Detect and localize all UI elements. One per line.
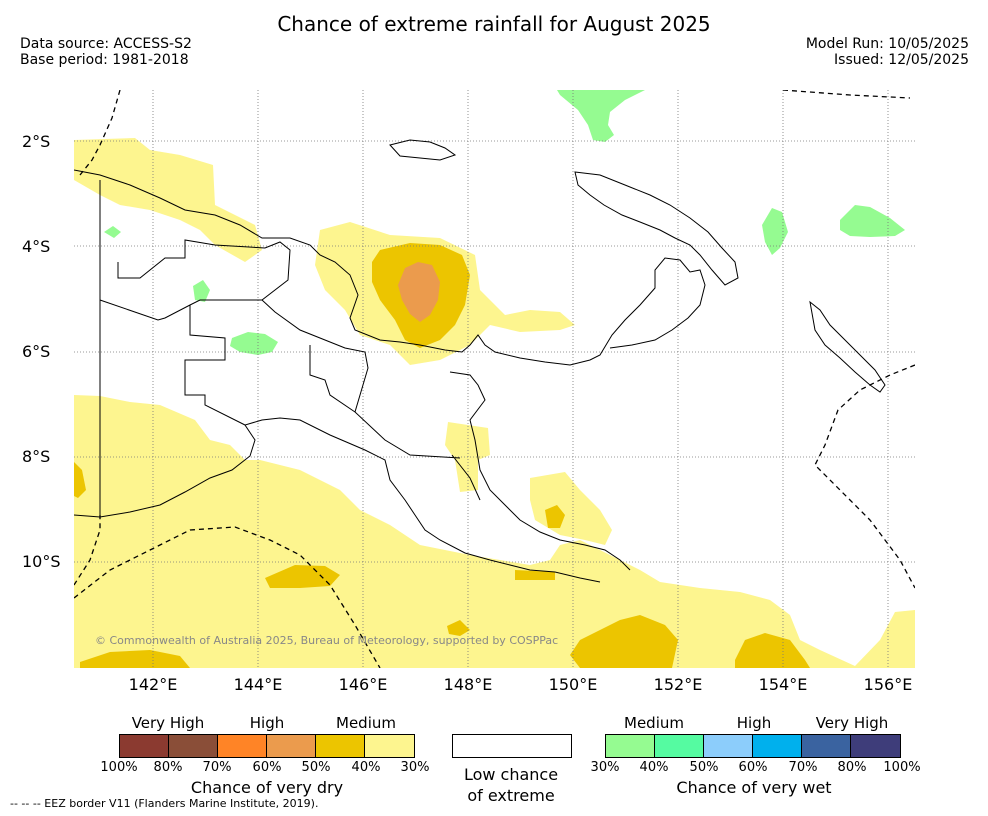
lon-label-152e: 152°E	[653, 675, 703, 694]
dry-tick-70: 70%	[202, 760, 232, 775]
eez-borders	[74, 90, 915, 668]
low-chance-caption: Low chance of extreme	[464, 764, 558, 806]
dry-swatch-6	[365, 735, 414, 757]
wet-swatch-2	[655, 735, 704, 757]
dry-region-northwest	[74, 138, 262, 262]
coastline-main-north	[74, 169, 706, 366]
dry-swatch-5	[316, 735, 365, 757]
lat-label-8s: 8°S	[22, 447, 51, 466]
wet-swatch-3	[704, 735, 753, 757]
dry-tick-100: 100%	[100, 760, 138, 775]
lat-label-6s: 6°S	[22, 342, 51, 361]
coastline-new-britain	[574, 171, 739, 286]
rainfall-map	[74, 90, 915, 668]
dry-medium-small-island	[545, 505, 565, 528]
wet-header-high: High	[736, 714, 772, 732]
wet-swatch-4	[753, 735, 802, 757]
meta-right: Model Run: 10/05/2025 Issued: 12/05/2025	[806, 36, 969, 68]
dry-medium-south-tiny	[447, 620, 470, 636]
eez-border-west-south	[74, 526, 381, 668]
eez-border-west-north	[79, 90, 121, 176]
wet-swatch-1	[606, 735, 655, 757]
wet-tick-80: 80%	[837, 760, 867, 775]
wet-tick-50: 50%	[689, 760, 719, 775]
low-chance-line2: of extreme	[467, 786, 555, 805]
lon-label-148e: 148°E	[443, 675, 493, 694]
dry-header-very-high: Very High	[131, 714, 205, 732]
dry-high-regions	[398, 262, 440, 322]
copyright-notice: © Commonwealth of Australia 2025, Bureau…	[95, 634, 559, 647]
base-period: Base period: 1981-2018	[20, 52, 189, 68]
low-chance-line1: Low chance	[463, 765, 559, 784]
dry-tick-80: 80%	[153, 760, 183, 775]
dry-medium-south-middle	[570, 615, 678, 668]
dry-region-south	[74, 395, 915, 668]
dry-medium-south-east	[735, 633, 810, 668]
dry-medium-central-south-strip	[515, 570, 555, 580]
lat-label-4s: 4°S	[22, 237, 51, 256]
coastline-bougainville	[809, 300, 886, 393]
map-title: Chance of extreme rainfall for August 20…	[277, 12, 711, 36]
model-run: Model Run: 10/05/2025	[805, 36, 969, 52]
lat-label-10s: 10°S	[22, 552, 61, 571]
dry-colorbar	[119, 734, 415, 758]
dry-tick-40: 40%	[351, 760, 381, 775]
wet-swatch-6	[851, 735, 900, 757]
eez-border-east-side	[814, 364, 915, 589]
wet-tick-60: 60%	[738, 760, 768, 775]
lon-label-142e: 142°E	[128, 675, 178, 694]
province-borders	[99, 180, 481, 515]
dry-medium-south-west	[80, 650, 190, 668]
dry-high-core	[398, 262, 440, 322]
wet-header-medium: Medium	[624, 714, 684, 732]
wet-caption: Chance of very wet	[676, 778, 832, 797]
issued-date: Issued: 12/05/2025	[834, 52, 969, 68]
dry-header-medium: Medium	[336, 714, 396, 732]
wet-region-east-2	[840, 205, 905, 237]
wet-region-east-1	[762, 208, 788, 255]
lon-label-146e: 146°E	[338, 675, 388, 694]
lon-label-156e: 156°E	[863, 675, 913, 694]
dry-swatch-3	[218, 735, 267, 757]
dry-tick-30: 30%	[400, 760, 430, 775]
lon-label-144e: 144°E	[233, 675, 283, 694]
lon-label-154e: 154°E	[758, 675, 808, 694]
dry-swatch-4	[267, 735, 316, 757]
wet-tick-70: 70%	[788, 760, 818, 775]
data-source: Data source: ACCESS-S2	[20, 36, 192, 52]
low-chance-swatch	[452, 734, 572, 758]
lon-label-150e: 150°E	[548, 675, 598, 694]
eez-border-west-side	[74, 515, 101, 586]
dry-header-high: High	[249, 714, 285, 732]
wet-swatch-5	[802, 735, 851, 757]
wet-region-west-2	[193, 280, 210, 302]
graticule	[74, 90, 915, 668]
map-area	[74, 90, 915, 668]
wet-tick-100: 100%	[883, 760, 921, 775]
wet-colorbar	[605, 734, 901, 758]
dry-medium-south-central	[265, 565, 340, 588]
lat-label-2s: 2°S	[22, 132, 51, 151]
wet-header-very-high: Very High	[815, 714, 889, 732]
dry-swatch-2	[169, 735, 218, 757]
eez-border-east-top	[782, 90, 911, 99]
wet-medium-regions	[104, 90, 905, 355]
coastline-peninsula	[449, 371, 631, 571]
wet-region-west-3	[230, 332, 278, 355]
meta-left: Data source: ACCESS-S2 Base period: 1981…	[20, 36, 192, 68]
dry-tick-60: 60%	[252, 760, 282, 775]
dry-medium-west-edge	[74, 462, 86, 498]
coastlines	[74, 139, 886, 583]
dry-tick-50: 50%	[301, 760, 331, 775]
wet-tick-30: 30%	[590, 760, 620, 775]
coastline-new-ireland	[389, 139, 457, 161]
wet-tick-40: 40%	[639, 760, 669, 775]
eez-note: -- -- -- EEZ border V11 (Flanders Marine…	[10, 797, 319, 810]
coastline-main-south	[74, 417, 601, 583]
wet-region-north	[557, 90, 645, 142]
wet-region-west-small	[104, 226, 121, 238]
dry-caption: Chance of very dry	[190, 778, 344, 797]
dry-swatch-1	[120, 735, 169, 757]
